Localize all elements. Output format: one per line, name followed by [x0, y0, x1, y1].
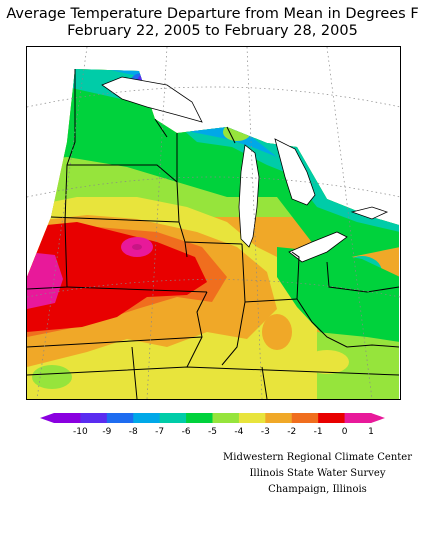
legend-swatches [40, 413, 385, 423]
legend-swatch [212, 413, 240, 423]
legend-tick-label: -3 [260, 427, 270, 437]
legend-tick-label: -8 [128, 427, 138, 437]
credit-line-survey: Illinois State Water Survey [249, 468, 386, 479]
legend-swatch [106, 413, 134, 423]
legend-swatch [133, 413, 161, 423]
temperature-departure-map [26, 46, 401, 400]
legend-swatch [159, 413, 187, 423]
legend-tick-label: -1 [313, 427, 323, 437]
lake-huron [275, 139, 315, 205]
lake-outlines [101, 76, 389, 263]
legend-swatch [318, 413, 346, 423]
map-date-range: February 22, 2005 to February 28, 2005 [67, 23, 358, 39]
legend-tick-label: -4 [234, 427, 244, 437]
legend-arrow-low [40, 413, 54, 423]
lake-michigan [239, 145, 259, 247]
credit-line-location: Champaign, Illinois [268, 484, 367, 495]
legend-tick-label: -6 [181, 427, 191, 437]
legend-swatch [291, 413, 319, 423]
lake-superior [102, 77, 202, 122]
legend-tick-label: -5 [208, 427, 217, 437]
legend-tick-label: 0 [341, 427, 348, 437]
legend-swatch [344, 413, 372, 423]
legend-swatch [238, 413, 266, 423]
state-boundaries [27, 69, 400, 399]
credit-line-organization: Midwestern Regional Climate Center [223, 452, 412, 463]
legend-swatch [186, 413, 213, 423]
legend-arrow-high [371, 413, 385, 423]
legend-tick-label: -9 [102, 427, 112, 437]
color-scale-legend [40, 413, 385, 423]
legend-swatch [265, 413, 293, 423]
legend-tick-label: -10 [73, 427, 88, 437]
map-title: Average Temperature Departure from Mean … [6, 6, 419, 22]
legend-swatch [80, 413, 108, 423]
map-canvas [27, 47, 400, 399]
legend-swatch [54, 413, 81, 423]
graticule [27, 47, 400, 399]
lake-erie [289, 232, 347, 262]
legend-tick-label: -7 [155, 427, 165, 437]
legend-tick-label: 1 [368, 427, 374, 437]
legend-tick-label: -2 [287, 427, 297, 437]
